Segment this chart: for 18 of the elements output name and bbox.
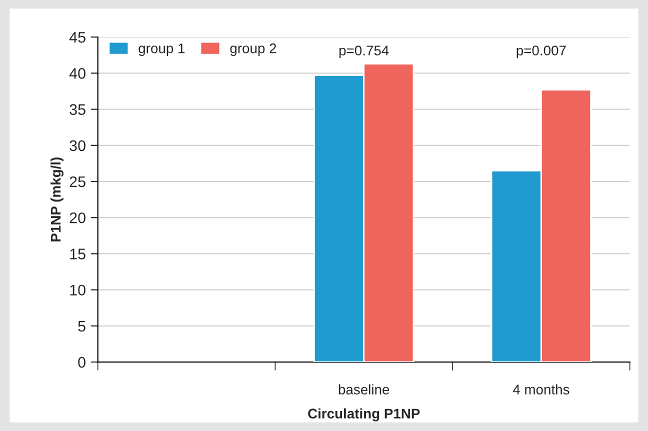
y-tick-label: 45: [69, 32, 86, 43]
x-tick-label: 4 months: [512, 384, 570, 394]
y-tick-label: 0: [78, 356, 86, 368]
x-tick-label: baseline: [338, 384, 390, 394]
y-tick-label: 35: [70, 104, 86, 115]
y-axis-title: P1NP (mkg/l): [50, 158, 64, 242]
y-tick-label: 40: [69, 68, 86, 79]
y-tick-label: 30: [70, 140, 86, 152]
x-axis-title: Circulating P1NP: [308, 408, 420, 422]
y-tick-label: 15: [70, 248, 86, 260]
y-tick-label: 5: [78, 320, 86, 332]
y-tick-label: 25: [70, 176, 86, 188]
legend-label: group 2: [230, 43, 276, 56]
annotation: p=0.754: [339, 46, 389, 58]
legend-label: group 1: [138, 44, 185, 56]
y-tick-label: 10: [70, 284, 86, 296]
y-tick-label: 20: [70, 212, 86, 224]
annotation: p=0.007: [516, 46, 566, 58]
